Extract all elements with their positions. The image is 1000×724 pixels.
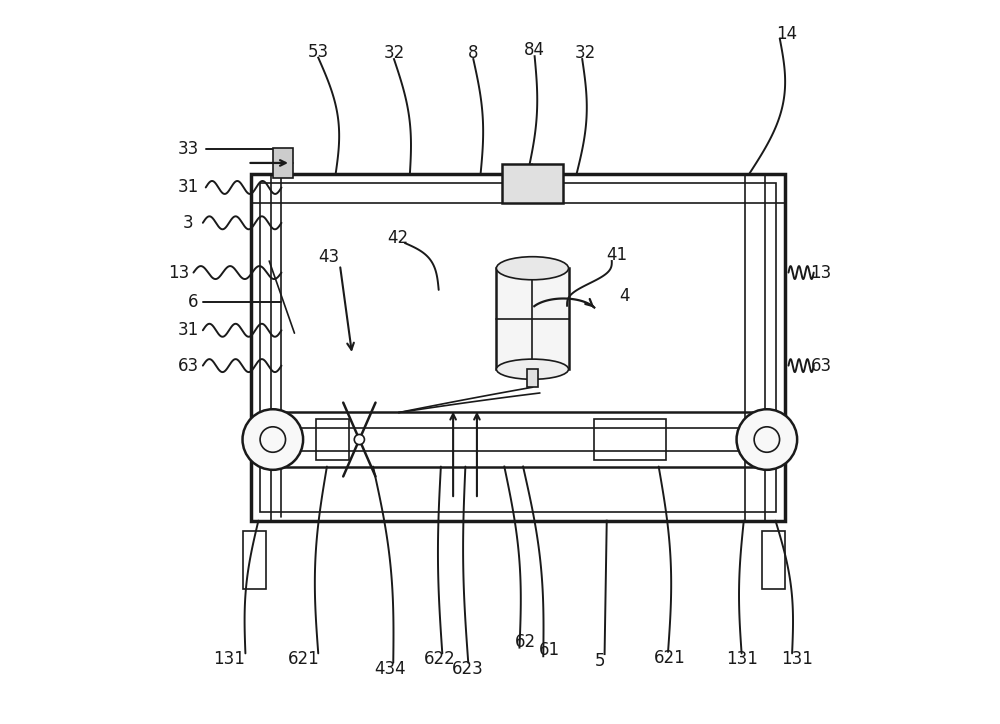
Circle shape	[243, 409, 303, 470]
Text: 8: 8	[468, 44, 479, 62]
Text: 4: 4	[619, 287, 629, 305]
Text: 623: 623	[452, 660, 483, 678]
Circle shape	[354, 434, 364, 445]
Text: 53: 53	[308, 43, 329, 61]
Bar	[273, 148, 293, 178]
Text: 31: 31	[178, 321, 199, 340]
Bar	[527, 369, 538, 387]
Bar	[276, 413, 763, 466]
Text: 32: 32	[383, 44, 405, 62]
Text: 62: 62	[515, 633, 536, 651]
Text: 131: 131	[781, 650, 813, 668]
Ellipse shape	[496, 257, 569, 279]
Bar	[251, 174, 785, 521]
Text: 42: 42	[387, 229, 408, 247]
Text: 434: 434	[375, 660, 406, 678]
Text: 13: 13	[168, 264, 190, 282]
Text: 84: 84	[524, 41, 545, 59]
Text: 3: 3	[183, 214, 194, 232]
Text: 131: 131	[726, 650, 758, 668]
Text: 61: 61	[538, 641, 560, 660]
Text: 621: 621	[288, 650, 320, 668]
Text: 621: 621	[654, 649, 685, 667]
Bar	[316, 419, 349, 460]
Text: 622: 622	[424, 650, 455, 668]
Text: 32: 32	[574, 44, 596, 62]
Bar	[502, 164, 563, 203]
Text: 31: 31	[178, 178, 199, 196]
Text: 41: 41	[606, 246, 627, 264]
Text: 63: 63	[810, 357, 832, 374]
Circle shape	[737, 409, 797, 470]
Text: 14: 14	[776, 25, 798, 43]
Bar	[496, 268, 569, 369]
Text: 5: 5	[594, 652, 605, 670]
Bar	[243, 531, 266, 589]
Text: 43: 43	[318, 248, 339, 266]
Text: 13: 13	[810, 264, 832, 282]
Text: 33: 33	[178, 140, 199, 159]
Text: 6: 6	[188, 293, 199, 311]
Bar	[594, 419, 666, 460]
Text: 131: 131	[214, 650, 245, 668]
Bar	[762, 531, 785, 589]
Ellipse shape	[496, 359, 569, 379]
Bar	[260, 183, 776, 512]
Text: 63: 63	[178, 357, 199, 374]
